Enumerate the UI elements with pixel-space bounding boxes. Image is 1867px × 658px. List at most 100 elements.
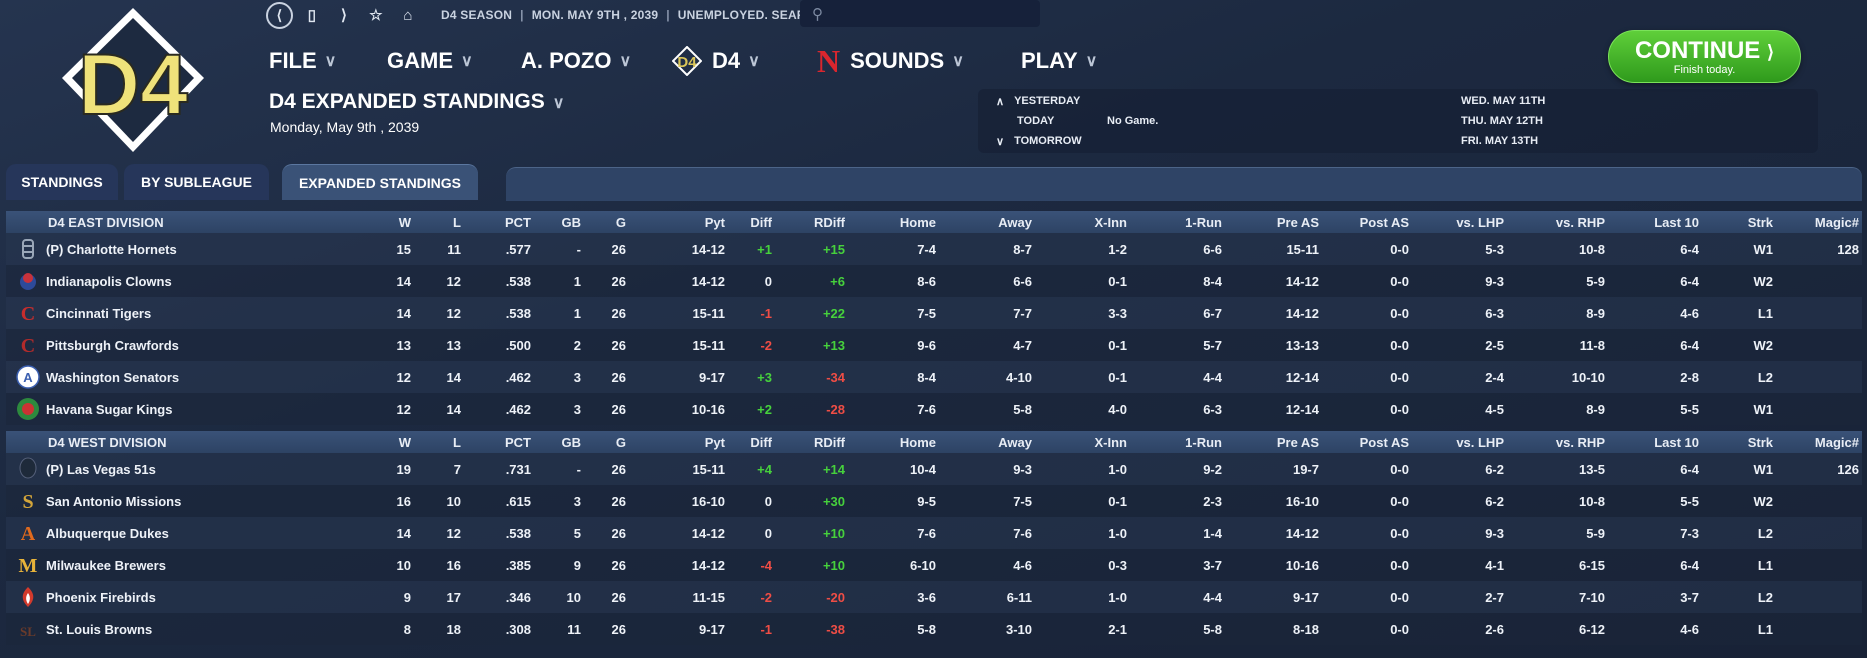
column-header[interactable]: X-Inn xyxy=(1094,214,1128,230)
schedule-day[interactable]: THU. MAY 12TH xyxy=(1461,115,1543,127)
column-header[interactable]: vs. LHP xyxy=(1456,214,1504,230)
column-header[interactable]: Pre AS xyxy=(1276,434,1319,450)
column-header[interactable]: GB xyxy=(561,214,582,230)
column-header[interactable]: Away xyxy=(998,434,1032,450)
column-header[interactable]: X-Inn xyxy=(1094,434,1128,450)
tab-standings[interactable]: STANDINGS xyxy=(6,164,118,200)
column-header[interactable]: G xyxy=(615,214,626,230)
table-row[interactable]: (P) Las Vegas 51s 19 7 .731 - 26 15-11 +4 +14 10-… xyxy=(6,453,1862,485)
column-header[interactable]: vs. RHP xyxy=(1555,214,1605,230)
column-header[interactable]: RDiff xyxy=(813,214,845,230)
team-name[interactable]: San Antonio Missions xyxy=(46,493,182,509)
table-row[interactable]: M Milwaukee Brewers 10 16 .385 9 26 14-12 -4 +10 6… xyxy=(6,549,1862,581)
table-row[interactable]: Indianapolis Clowns 14 12 .538 1 26 14-12 0 +6 8-… xyxy=(6,265,1862,297)
column-header[interactable]: 1-Run xyxy=(1185,434,1222,450)
column-header[interactable]: Home xyxy=(899,434,936,450)
team-name[interactable]: Albuquerque Dukes xyxy=(46,525,169,541)
column-header[interactable]: Post AS xyxy=(1359,434,1409,450)
stat-cell: 3 xyxy=(573,493,581,509)
schedule-day[interactable]: WED. MAY 11TH xyxy=(1461,95,1546,107)
continue-button[interactable]: CONTINUE ⟩ Finish today. xyxy=(1608,30,1801,83)
stat-cell: W2 xyxy=(1753,337,1774,353)
column-header[interactable]: Magic# xyxy=(1814,434,1859,450)
stat-cell: 15-11 xyxy=(1286,241,1319,257)
standings-table: D4 EAST DIVISION W L PCT GB G Pyt Diff RDiff Home… xyxy=(6,211,1862,645)
forward-icon[interactable]: ⟩ xyxy=(340,7,348,24)
column-header[interactable]: Last 10 xyxy=(1654,434,1699,450)
column-header[interactable]: Strk xyxy=(1747,214,1773,230)
column-header[interactable]: 1-Run xyxy=(1185,214,1222,230)
menu-game[interactable]: GAME ∨ xyxy=(387,48,473,73)
table-row[interactable]: A Albuquerque Dukes 14 12 .538 5 26 14-12 0 +10 7-… xyxy=(6,517,1862,549)
team-name[interactable]: Cincinnati Tigers xyxy=(46,305,152,321)
table-row[interactable]: (P) Charlotte Hornets 15 11 .577 - 26 14-12 +1 +… xyxy=(6,233,1862,265)
team-name[interactable]: (P) Charlotte Hornets xyxy=(46,241,177,257)
stat-cell: 7-4 xyxy=(917,241,936,257)
table-row[interactable]: Phoenix Firebirds 9 17 .346 10 26 11-15 -2 -20 3-… xyxy=(6,581,1862,613)
stat-cell: 16 xyxy=(446,557,461,573)
column-header[interactable]: RDiff xyxy=(813,434,845,450)
chevron-right-icon: ⟩ xyxy=(1766,42,1775,62)
table-row[interactable]: SL St. Louis Browns 8 18 .308 11 26 9-17 -1 -38 5-… xyxy=(6,613,1862,645)
star-icon[interactable]: ☆ xyxy=(369,7,383,24)
team-name[interactable]: St. Louis Browns xyxy=(46,621,153,637)
menu-manager[interactable]: A. POZO ∨ xyxy=(521,48,632,73)
column-header[interactable]: Away xyxy=(998,214,1032,230)
column-header[interactable]: Diff xyxy=(750,214,772,230)
tab-by-subleague[interactable]: BY SUBLEAGUE xyxy=(124,164,269,200)
column-header[interactable]: GB xyxy=(561,434,582,450)
table-row[interactable]: C Pittsburgh Crawfords 13 13 .500 2 26 15-11 -2 +… xyxy=(6,329,1862,361)
column-header[interactable]: Last 10 xyxy=(1654,214,1699,230)
stat-cell: 14 xyxy=(396,305,411,321)
menu-team[interactable]: N SOUNDS ∨ xyxy=(817,42,964,79)
team-name[interactable]: (P) Las Vegas 51s xyxy=(46,461,156,477)
table-row[interactable]: C Cincinnati Tigers 14 12 .538 1 26 15-11 -1 +22 7… xyxy=(6,297,1862,329)
stat-cell: 0-0 xyxy=(1390,589,1409,605)
today-game[interactable]: No Game. xyxy=(1107,115,1159,127)
schedule-day[interactable]: FRI. MAY 13TH xyxy=(1461,135,1539,147)
back-icon[interactable]: ⟨ xyxy=(266,1,293,29)
search-input[interactable] xyxy=(831,6,1011,21)
page-title[interactable]: D4 EXPANDED STANDINGS ∨ xyxy=(269,90,565,113)
menu-play[interactable]: PLAY ∨ xyxy=(1021,48,1098,73)
column-header[interactable]: PCT xyxy=(505,434,531,450)
column-header[interactable]: Post AS xyxy=(1359,214,1409,230)
chevron-down-icon[interactable]: ∨ xyxy=(996,135,1005,148)
column-header[interactable]: L xyxy=(453,434,461,450)
stat-cell: 2-8 xyxy=(1680,369,1699,385)
column-header[interactable]: G xyxy=(615,434,626,450)
team-name[interactable]: Indianapolis Clowns xyxy=(46,273,172,289)
menu-league[interactable]: D4 D4 ∨ xyxy=(672,44,760,78)
column-header[interactable]: vs. RHP xyxy=(1555,434,1605,450)
column-header[interactable]: Home xyxy=(899,214,936,230)
home-icon[interactable]: ⌂ xyxy=(403,6,413,24)
stat-cell: 10-16 xyxy=(1285,557,1319,573)
column-header[interactable]: vs. LHP xyxy=(1456,434,1504,450)
stat-cell: 14 xyxy=(446,369,461,385)
column-header[interactable]: PCT xyxy=(505,214,531,230)
column-header[interactable]: Pyt xyxy=(704,214,725,230)
column-header[interactable]: Diff xyxy=(750,434,772,450)
table-row[interactable]: S San Antonio Missions 16 10 .615 3 26 16-10 0 +3… xyxy=(6,485,1862,517)
chevron-up-icon[interactable]: ∧ xyxy=(996,95,1005,108)
team-name[interactable]: Washington Senators xyxy=(46,369,180,385)
menu-file[interactable]: FILE ∨ xyxy=(269,48,337,73)
column-header[interactable]: L xyxy=(453,214,461,230)
column-header[interactable]: Pyt xyxy=(704,434,725,450)
column-header[interactable]: W xyxy=(398,434,411,450)
stat-cell: 26 xyxy=(611,525,626,541)
column-header[interactable]: Magic# xyxy=(1814,214,1859,230)
stat-cell: 1 xyxy=(573,305,581,321)
team-name[interactable]: Phoenix Firebirds xyxy=(46,589,156,605)
table-row[interactable]: Havana Sugar Kings 12 14 .462 3 26 10-16 +2 -28 7… xyxy=(6,393,1862,425)
team-name[interactable]: Havana Sugar Kings xyxy=(46,401,173,417)
page-icon[interactable]: ▯ xyxy=(307,7,317,24)
team-name[interactable]: Milwaukee Brewers xyxy=(46,557,166,573)
column-header[interactable]: W xyxy=(398,214,411,230)
stat-cell: 14-12 xyxy=(1285,305,1319,321)
table-row[interactable]: A Washington Senators 12 14 .462 3 26 9-17 +3 -34… xyxy=(6,361,1862,393)
column-header[interactable]: Strk xyxy=(1747,434,1773,450)
column-header[interactable]: Pre AS xyxy=(1276,214,1319,230)
tab-expanded-standings[interactable]: EXPANDED STANDINGS xyxy=(282,164,478,200)
team-name[interactable]: Pittsburgh Crawfords xyxy=(46,337,179,353)
